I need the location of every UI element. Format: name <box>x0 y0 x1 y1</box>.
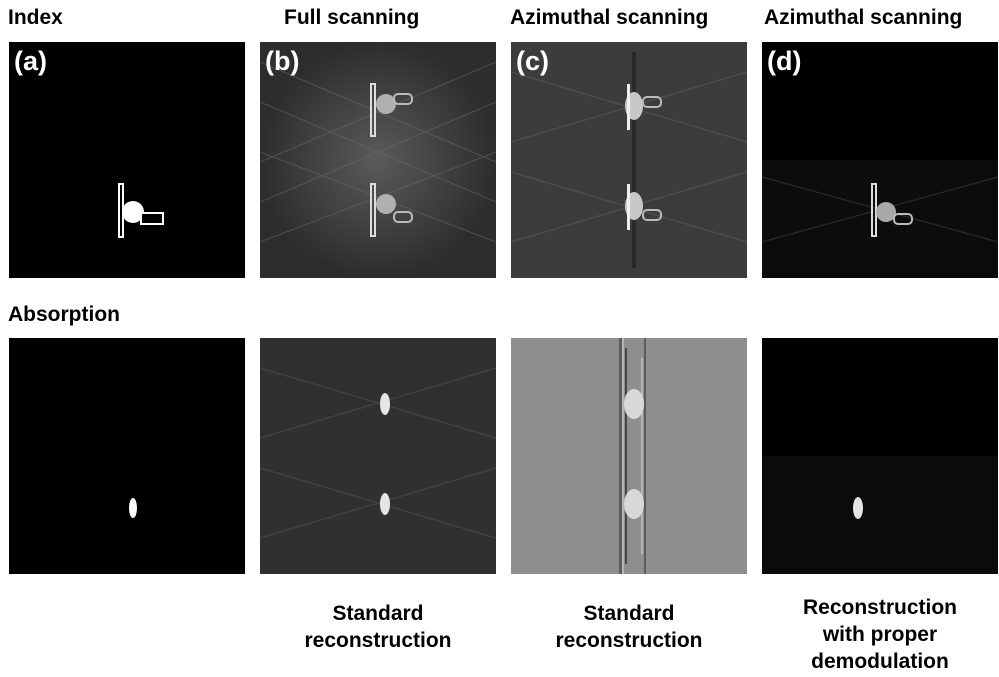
panel-a-index: (a) <box>9 42 245 278</box>
azimuthal-index-reconstruction <box>511 42 747 278</box>
column-title-full-scanning: Full scanning <box>284 6 420 29</box>
caption-d: Reconstruction with proper demodulation <box>762 594 998 675</box>
absorption-phantom-image <box>9 338 245 574</box>
panel-label-d: (d) <box>767 46 802 76</box>
panel-d-demodulated-index: (d) <box>762 42 998 278</box>
column-title-index: Index <box>8 6 63 29</box>
panel-label-c: (c) <box>516 46 549 76</box>
panel-b-full-index: (b) <box>260 42 496 278</box>
column-title-azimuthal-scanning-c: Azimuthal scanning <box>510 6 709 29</box>
column-title-azimuthal-scanning-d: Azimuthal scanning <box>764 6 963 29</box>
full-scan-index-reconstruction <box>260 42 496 278</box>
caption-b: Standard reconstruction <box>260 600 496 654</box>
panel-label-b: (b) <box>265 46 300 76</box>
caption-d-line-2: with proper <box>822 623 938 646</box>
caption-d-line-3: demodulation <box>811 650 949 673</box>
caption-d-line-1: Reconstruction <box>802 596 957 619</box>
caption-c-line-1: Standard <box>583 602 675 625</box>
caption-b-line-1: Standard <box>332 602 424 625</box>
caption-c-line-2: reconstruction <box>555 629 703 652</box>
row-title-absorption: Absorption <box>8 303 120 326</box>
panel-azimuthal-absorption <box>511 338 747 574</box>
demodulated-absorption-reconstruction <box>762 338 998 574</box>
panel-demodulated-absorption <box>762 338 998 574</box>
caption-c: Standard reconstruction <box>511 600 747 654</box>
azimuthal-absorption-reconstruction <box>511 338 747 574</box>
panel-full-absorption <box>260 338 496 574</box>
caption-b-line-2: reconstruction <box>304 629 452 652</box>
demodulated-index-reconstruction <box>762 42 998 278</box>
panel-absorption-phantom <box>9 338 245 574</box>
full-scan-absorption-reconstruction <box>260 338 496 574</box>
panel-c-azimuthal-index: (c) <box>511 42 747 278</box>
index-phantom-image <box>9 42 245 278</box>
panel-label-a: (a) <box>14 46 47 76</box>
